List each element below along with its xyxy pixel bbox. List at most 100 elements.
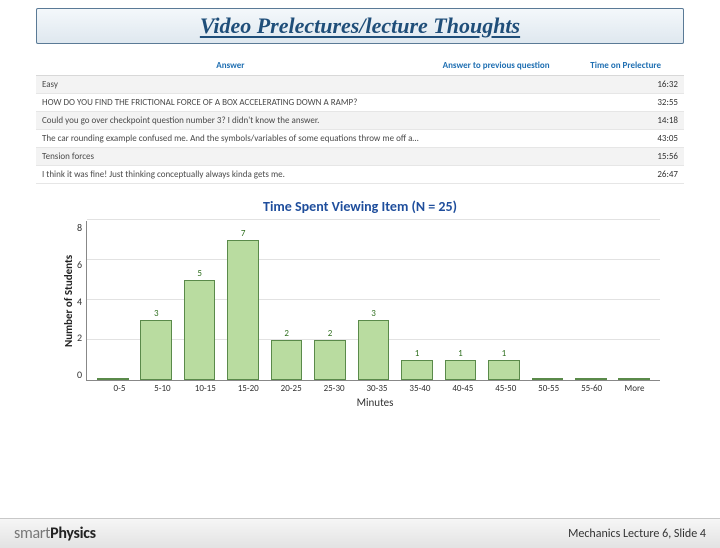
table-row: I think it was fine! Just thinking conce… xyxy=(36,166,684,184)
bar-slot: 1 xyxy=(397,348,436,380)
table-row: HOW DO YOU FIND THE FRICTIONAL FORCE OF … xyxy=(36,94,684,112)
logo: smartPhysics xyxy=(14,524,96,543)
table-cell: I think it was fine! Just thinking conce… xyxy=(36,166,425,184)
gridline xyxy=(87,219,660,220)
x-tick: 0-5 xyxy=(100,381,139,394)
x-tick: 45-50 xyxy=(486,381,525,394)
table-cell xyxy=(425,130,568,148)
bar xyxy=(618,378,650,380)
x-tick: 40-45 xyxy=(443,381,482,394)
x-axis-ticks: 0-5 5-10 10-15 15-20 20-25 25-30 30-3535-40 40-… xyxy=(94,381,660,394)
x-tick: More xyxy=(615,381,654,394)
bar-value-label: 2 xyxy=(328,328,333,339)
table-cell: 32:55 xyxy=(567,94,684,112)
bar xyxy=(532,378,564,380)
x-tick: 10-15 xyxy=(186,381,225,394)
x-tick: 55-60 xyxy=(572,381,611,394)
x-tick: 20-25 xyxy=(272,381,311,394)
footer-bar: smartPhysics Mechanics Lecture 6, Slide … xyxy=(0,518,720,548)
table-col-header: Time on Prelecture xyxy=(567,56,684,76)
table-cell: HOW DO YOU FIND THE FRICTIONAL FORCE OF … xyxy=(36,94,425,112)
table-body: Easy 16:32 HOW DO YOU FIND THE FRICTIONAL … xyxy=(36,76,684,184)
table-cell: 15:56 xyxy=(567,148,684,166)
bar-value-label: 3 xyxy=(154,308,159,319)
table-cell: Easy xyxy=(36,76,425,94)
bar-slot: 3 xyxy=(354,308,393,380)
y-tick: 0 xyxy=(77,368,82,381)
x-tick: 30-35 xyxy=(358,381,397,394)
bar-slot: 3 xyxy=(137,308,176,380)
responses-table: AnswerAnswer to previous questionTime on… xyxy=(36,56,684,184)
bar-value-label: 2 xyxy=(284,328,289,339)
gridline xyxy=(87,259,660,260)
table-cell: 26:47 xyxy=(567,166,684,184)
y-tick: 4 xyxy=(77,295,82,308)
chart-title: Time Spent Viewing Item (N = 25) xyxy=(60,198,660,215)
bar-slot: 1 xyxy=(441,348,480,380)
bar-slot: 1 xyxy=(484,348,523,380)
x-tick: 35-40 xyxy=(400,381,439,394)
bar xyxy=(314,340,346,380)
bar-value-label: 1 xyxy=(415,348,420,359)
gridline xyxy=(87,299,660,300)
bar-slot xyxy=(528,378,567,380)
slide-reference: Mechanics Lecture 6, Slide 4 xyxy=(568,527,706,541)
table-row: The car rounding example confused me. An… xyxy=(36,130,684,148)
table-col-header: Answer xyxy=(36,56,425,76)
y-tick: 6 xyxy=(77,258,82,271)
bar xyxy=(401,360,433,380)
table-cell: 16:32 xyxy=(567,76,684,94)
x-axis-label: Minutes xyxy=(90,396,660,409)
bar xyxy=(575,378,607,380)
table-row: Tension forces 15:56 xyxy=(36,148,684,166)
x-tick: 5-10 xyxy=(143,381,182,394)
bar-value-label: 3 xyxy=(371,308,376,319)
bar xyxy=(140,320,172,380)
bar xyxy=(445,360,477,380)
table-cell xyxy=(425,166,568,184)
bar-value-label: 5 xyxy=(197,268,202,279)
title-banner: Video Prelectures/lecture Thoughts xyxy=(36,8,684,44)
responses-table-wrap: AnswerAnswer to previous questionTime on… xyxy=(36,56,684,184)
x-tick: 50-55 xyxy=(529,381,568,394)
bar-slot xyxy=(93,378,132,380)
bar xyxy=(488,360,520,380)
plot-region: 3 5 7 2 2 3 1 1 1 xyxy=(86,221,660,381)
bar xyxy=(97,378,129,380)
table-row: Could you go over checkpoint question nu… xyxy=(36,112,684,130)
table-row: Easy 16:32 xyxy=(36,76,684,94)
y-axis-label: Number of Students xyxy=(60,221,77,381)
x-tick: 25-30 xyxy=(315,381,354,394)
bar-slot: 2 xyxy=(310,328,349,380)
x-tick: 15-20 xyxy=(229,381,268,394)
table-cell: 14:18 xyxy=(567,112,684,130)
bar-slot: 2 xyxy=(267,328,306,380)
bar-value-label: 1 xyxy=(458,348,463,359)
y-tick: 2 xyxy=(77,331,82,344)
table-cell xyxy=(425,76,568,94)
bar-slot xyxy=(571,378,610,380)
bar-slot: 7 xyxy=(223,228,262,380)
bar-slot: 5 xyxy=(180,268,219,380)
y-tick: 8 xyxy=(77,221,82,234)
y-axis-ticks: 8 6 4 2 0 xyxy=(77,221,86,381)
table-cell: Could you go over checkpoint question nu… xyxy=(36,112,425,130)
logo-bold: Physics xyxy=(50,524,96,543)
table-col-header: Answer to previous question xyxy=(425,56,568,76)
table-cell: Tension forces xyxy=(36,148,425,166)
bar xyxy=(184,280,216,380)
table-cell: The car rounding example confused me. An… xyxy=(36,130,425,148)
table-cell xyxy=(425,112,568,130)
bar-value-label: 7 xyxy=(241,228,246,239)
table-header-row: AnswerAnswer to previous questionTime on… xyxy=(36,56,684,76)
logo-light: smart xyxy=(14,524,50,543)
bar-value-label: 1 xyxy=(502,348,507,359)
bar xyxy=(227,240,259,380)
page-title: Video Prelectures/lecture Thoughts xyxy=(47,13,673,39)
bar xyxy=(271,340,303,380)
chart-area: Number of Students 8 6 4 2 0 3 5 7 2 2 3 1 1 1 xyxy=(60,221,660,381)
histogram-block: Time Spent Viewing Item (N = 25) Number … xyxy=(60,198,660,409)
bar xyxy=(358,320,390,380)
table-cell xyxy=(425,94,568,112)
table-cell xyxy=(425,148,568,166)
